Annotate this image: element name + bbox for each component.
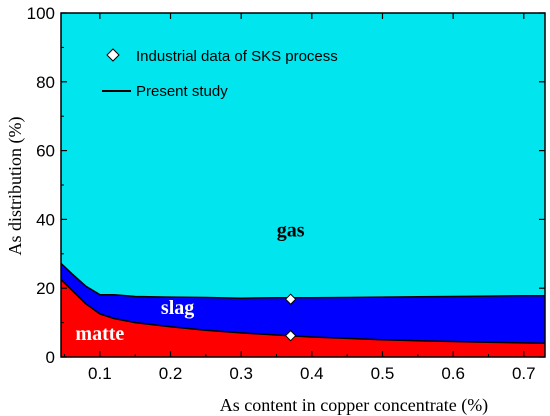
x-tick-label: 0.1 bbox=[88, 364, 112, 383]
slag-gas-boundary-line bbox=[60, 262, 545, 299]
matte-area bbox=[61, 279, 545, 357]
slag-area bbox=[61, 263, 545, 344]
legend-diamond-marker bbox=[106, 48, 120, 62]
x-tick-label: 0.6 bbox=[441, 364, 465, 383]
y-tick-label: 40 bbox=[36, 210, 55, 229]
y-tick-label: 60 bbox=[36, 142, 55, 161]
y-tick-label: 0 bbox=[46, 348, 55, 367]
y-axis-title: As distribution (%) bbox=[5, 117, 26, 256]
region-label-matte: matte bbox=[75, 323, 124, 345]
x-tick-label: 0.3 bbox=[229, 364, 253, 383]
x-tick-label: 0.4 bbox=[300, 364, 324, 383]
region-label-slag: slag bbox=[161, 297, 194, 319]
y-tick-label: 100 bbox=[27, 4, 55, 23]
y-tick-label: 80 bbox=[36, 73, 55, 92]
plot-area: gas slag matte bbox=[60, 13, 546, 357]
axes: 0.1 0.2 0.3 0.4 0.5 0.6 0.7 0 20 40 60 80 100 bbox=[27, 4, 546, 383]
x-axis-title: As content in copper concentrate (%) bbox=[220, 395, 488, 416]
legend-label-present-study: Present study bbox=[136, 83, 228, 100]
matte-slag-boundary-line bbox=[60, 279, 546, 344]
legend-item-industrial: Industrial data of SKS process bbox=[106, 48, 338, 65]
industrial-data-point-1 bbox=[284, 329, 297, 342]
legend: Industrial data of SKS process Present s… bbox=[102, 48, 338, 100]
y-tick-label: 20 bbox=[36, 279, 55, 298]
industrial-data-point-2 bbox=[284, 293, 297, 305]
legend-item-present-study: Present study bbox=[102, 83, 228, 100]
x-tick-label: 0.5 bbox=[371, 364, 395, 383]
legend-label-industrial: Industrial data of SKS process bbox=[136, 48, 338, 65]
region-label-gas: gas bbox=[277, 220, 305, 242]
x-tick-label: 0.2 bbox=[159, 364, 183, 383]
x-tick-label: 0.7 bbox=[512, 364, 536, 383]
